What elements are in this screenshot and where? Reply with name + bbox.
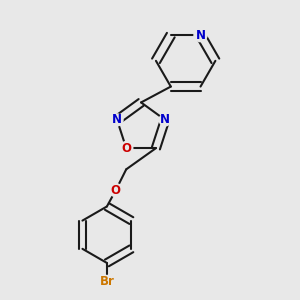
Circle shape [159, 114, 171, 126]
Text: O: O [121, 142, 131, 154]
Text: N: N [196, 28, 206, 42]
Circle shape [120, 142, 133, 155]
Text: O: O [111, 184, 121, 196]
Text: Br: Br [100, 275, 114, 288]
Circle shape [111, 114, 123, 126]
Circle shape [109, 184, 122, 197]
Circle shape [194, 28, 207, 42]
Text: N: N [112, 113, 122, 126]
Text: N: N [160, 113, 170, 126]
